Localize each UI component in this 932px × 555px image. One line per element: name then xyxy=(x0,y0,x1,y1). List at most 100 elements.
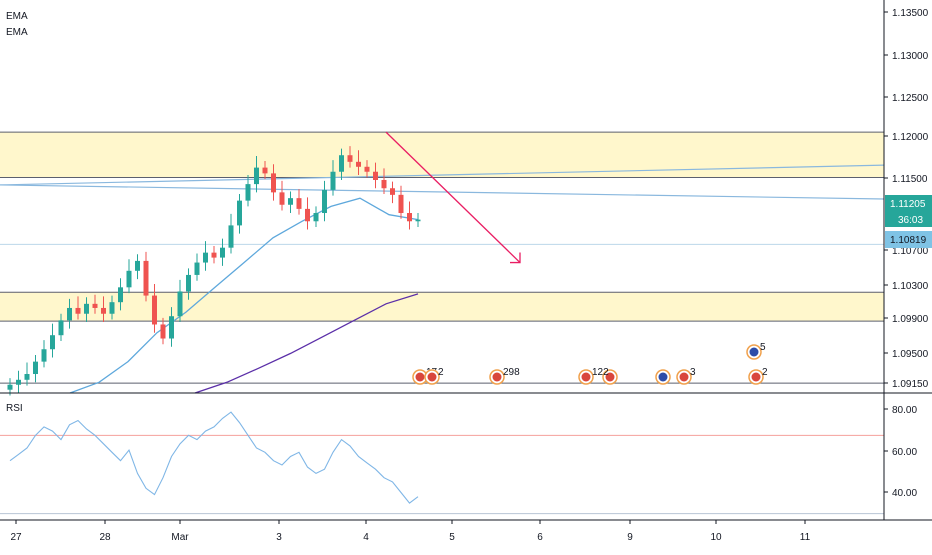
candle xyxy=(7,384,13,390)
candle xyxy=(101,307,106,314)
event-badge-count: 298 xyxy=(503,367,520,378)
price-tick-label: 1.11500 xyxy=(892,174,928,185)
candle xyxy=(364,166,370,172)
candle xyxy=(398,194,404,214)
candle xyxy=(288,198,293,205)
candle xyxy=(245,184,251,201)
rsi-tick-label: 60.00 xyxy=(892,447,917,458)
candle xyxy=(279,192,285,205)
price-tick-label: 1.10300 xyxy=(892,281,929,292)
candle xyxy=(33,361,38,375)
trendline-2[interactable] xyxy=(0,164,885,186)
candle xyxy=(271,173,276,193)
rsi-tick-label: 40.00 xyxy=(892,488,917,499)
candle xyxy=(330,171,336,190)
event-flag-icon xyxy=(427,372,437,382)
candle xyxy=(58,320,64,336)
candle xyxy=(160,324,166,339)
candle xyxy=(373,171,378,180)
candle xyxy=(67,307,72,321)
last-price-value: 1.11205 xyxy=(890,199,926,210)
time-tick-label: 6 xyxy=(537,532,543,543)
candle xyxy=(75,307,81,314)
countdown-value: 36:03 xyxy=(898,215,923,226)
event-flag-icon xyxy=(492,372,502,382)
rsi-line[interactable] xyxy=(9,411,419,504)
level-price-tag[interactable] xyxy=(885,231,932,248)
event-badge-count: 122 xyxy=(592,367,609,378)
level-price-value: 1.10819 xyxy=(890,235,927,246)
candle xyxy=(135,260,140,271)
candle xyxy=(143,260,149,296)
time-tick-label: 3 xyxy=(276,532,282,543)
candle xyxy=(169,316,174,339)
candle xyxy=(228,225,234,248)
event-badge-count: 5 xyxy=(760,342,766,353)
price-tick-label: 1.09500 xyxy=(892,349,929,360)
price-tick-label: 1.12000 xyxy=(892,132,929,143)
zone-2 xyxy=(0,292,884,322)
trendline-1[interactable] xyxy=(0,184,885,200)
time-tick-label: 11 xyxy=(800,532,811,543)
last-price-tag[interactable] xyxy=(885,195,932,212)
candle xyxy=(381,179,387,189)
event-flag-icon xyxy=(658,372,668,382)
event-badge-count: 2 xyxy=(438,367,444,378)
time-tick-label: 4 xyxy=(363,532,369,543)
candle xyxy=(237,200,242,226)
candle xyxy=(220,247,225,258)
event-flag-icon xyxy=(605,372,615,382)
time-tick-label: 5 xyxy=(449,532,455,543)
candle xyxy=(152,295,157,325)
price-tick-label: 1.09150 xyxy=(892,379,929,390)
event-flag-icon xyxy=(679,372,689,382)
indicator-label-ema-2[interactable]: EMA xyxy=(6,27,28,38)
candle xyxy=(24,374,30,380)
candle xyxy=(177,291,183,317)
event-flag-icon xyxy=(751,372,761,382)
candle xyxy=(407,213,412,222)
candle xyxy=(211,252,217,258)
ema-fast-line[interactable] xyxy=(69,197,419,394)
event-flag-icon xyxy=(749,347,759,357)
candle xyxy=(16,379,21,385)
zone-1 xyxy=(0,132,884,178)
candle xyxy=(41,349,47,362)
time-tick-label: Mar xyxy=(171,532,189,543)
candle xyxy=(194,262,200,275)
price-tick-label: 1.12500 xyxy=(892,93,929,104)
rsi-tick-label: 80.00 xyxy=(892,405,917,416)
candle xyxy=(118,287,123,303)
event-flag-icon xyxy=(581,372,591,382)
price-tick-label: 1.13500 xyxy=(892,8,929,19)
event-flag-icon xyxy=(415,372,425,382)
arrow-head xyxy=(510,252,521,264)
candle xyxy=(126,270,132,288)
time-tick-label: 27 xyxy=(10,532,22,543)
arrow-line[interactable] xyxy=(385,131,521,264)
countdown-tag xyxy=(885,212,932,227)
candle xyxy=(305,208,310,222)
candle xyxy=(356,161,361,167)
time-tick-label: 9 xyxy=(627,532,633,543)
event-badge-count: 3 xyxy=(690,367,696,378)
candle xyxy=(84,303,89,314)
event-badge-count: 2 xyxy=(762,367,768,378)
candle xyxy=(322,189,327,214)
candle xyxy=(313,213,319,222)
indicator-label-ema-1[interactable]: EMA xyxy=(6,11,28,22)
price-tick-label: 1.13000 xyxy=(892,51,929,62)
candle xyxy=(390,188,395,195)
ema-slow-line[interactable] xyxy=(194,293,419,394)
candle xyxy=(347,155,353,162)
time-tick-label: 10 xyxy=(710,532,722,543)
candle xyxy=(92,303,98,308)
indicator-label-rsi[interactable]: RSI xyxy=(6,403,23,414)
candle xyxy=(203,252,208,263)
candle xyxy=(296,198,302,209)
price-tick-label: 1.09900 xyxy=(892,314,929,325)
candle xyxy=(186,274,191,292)
